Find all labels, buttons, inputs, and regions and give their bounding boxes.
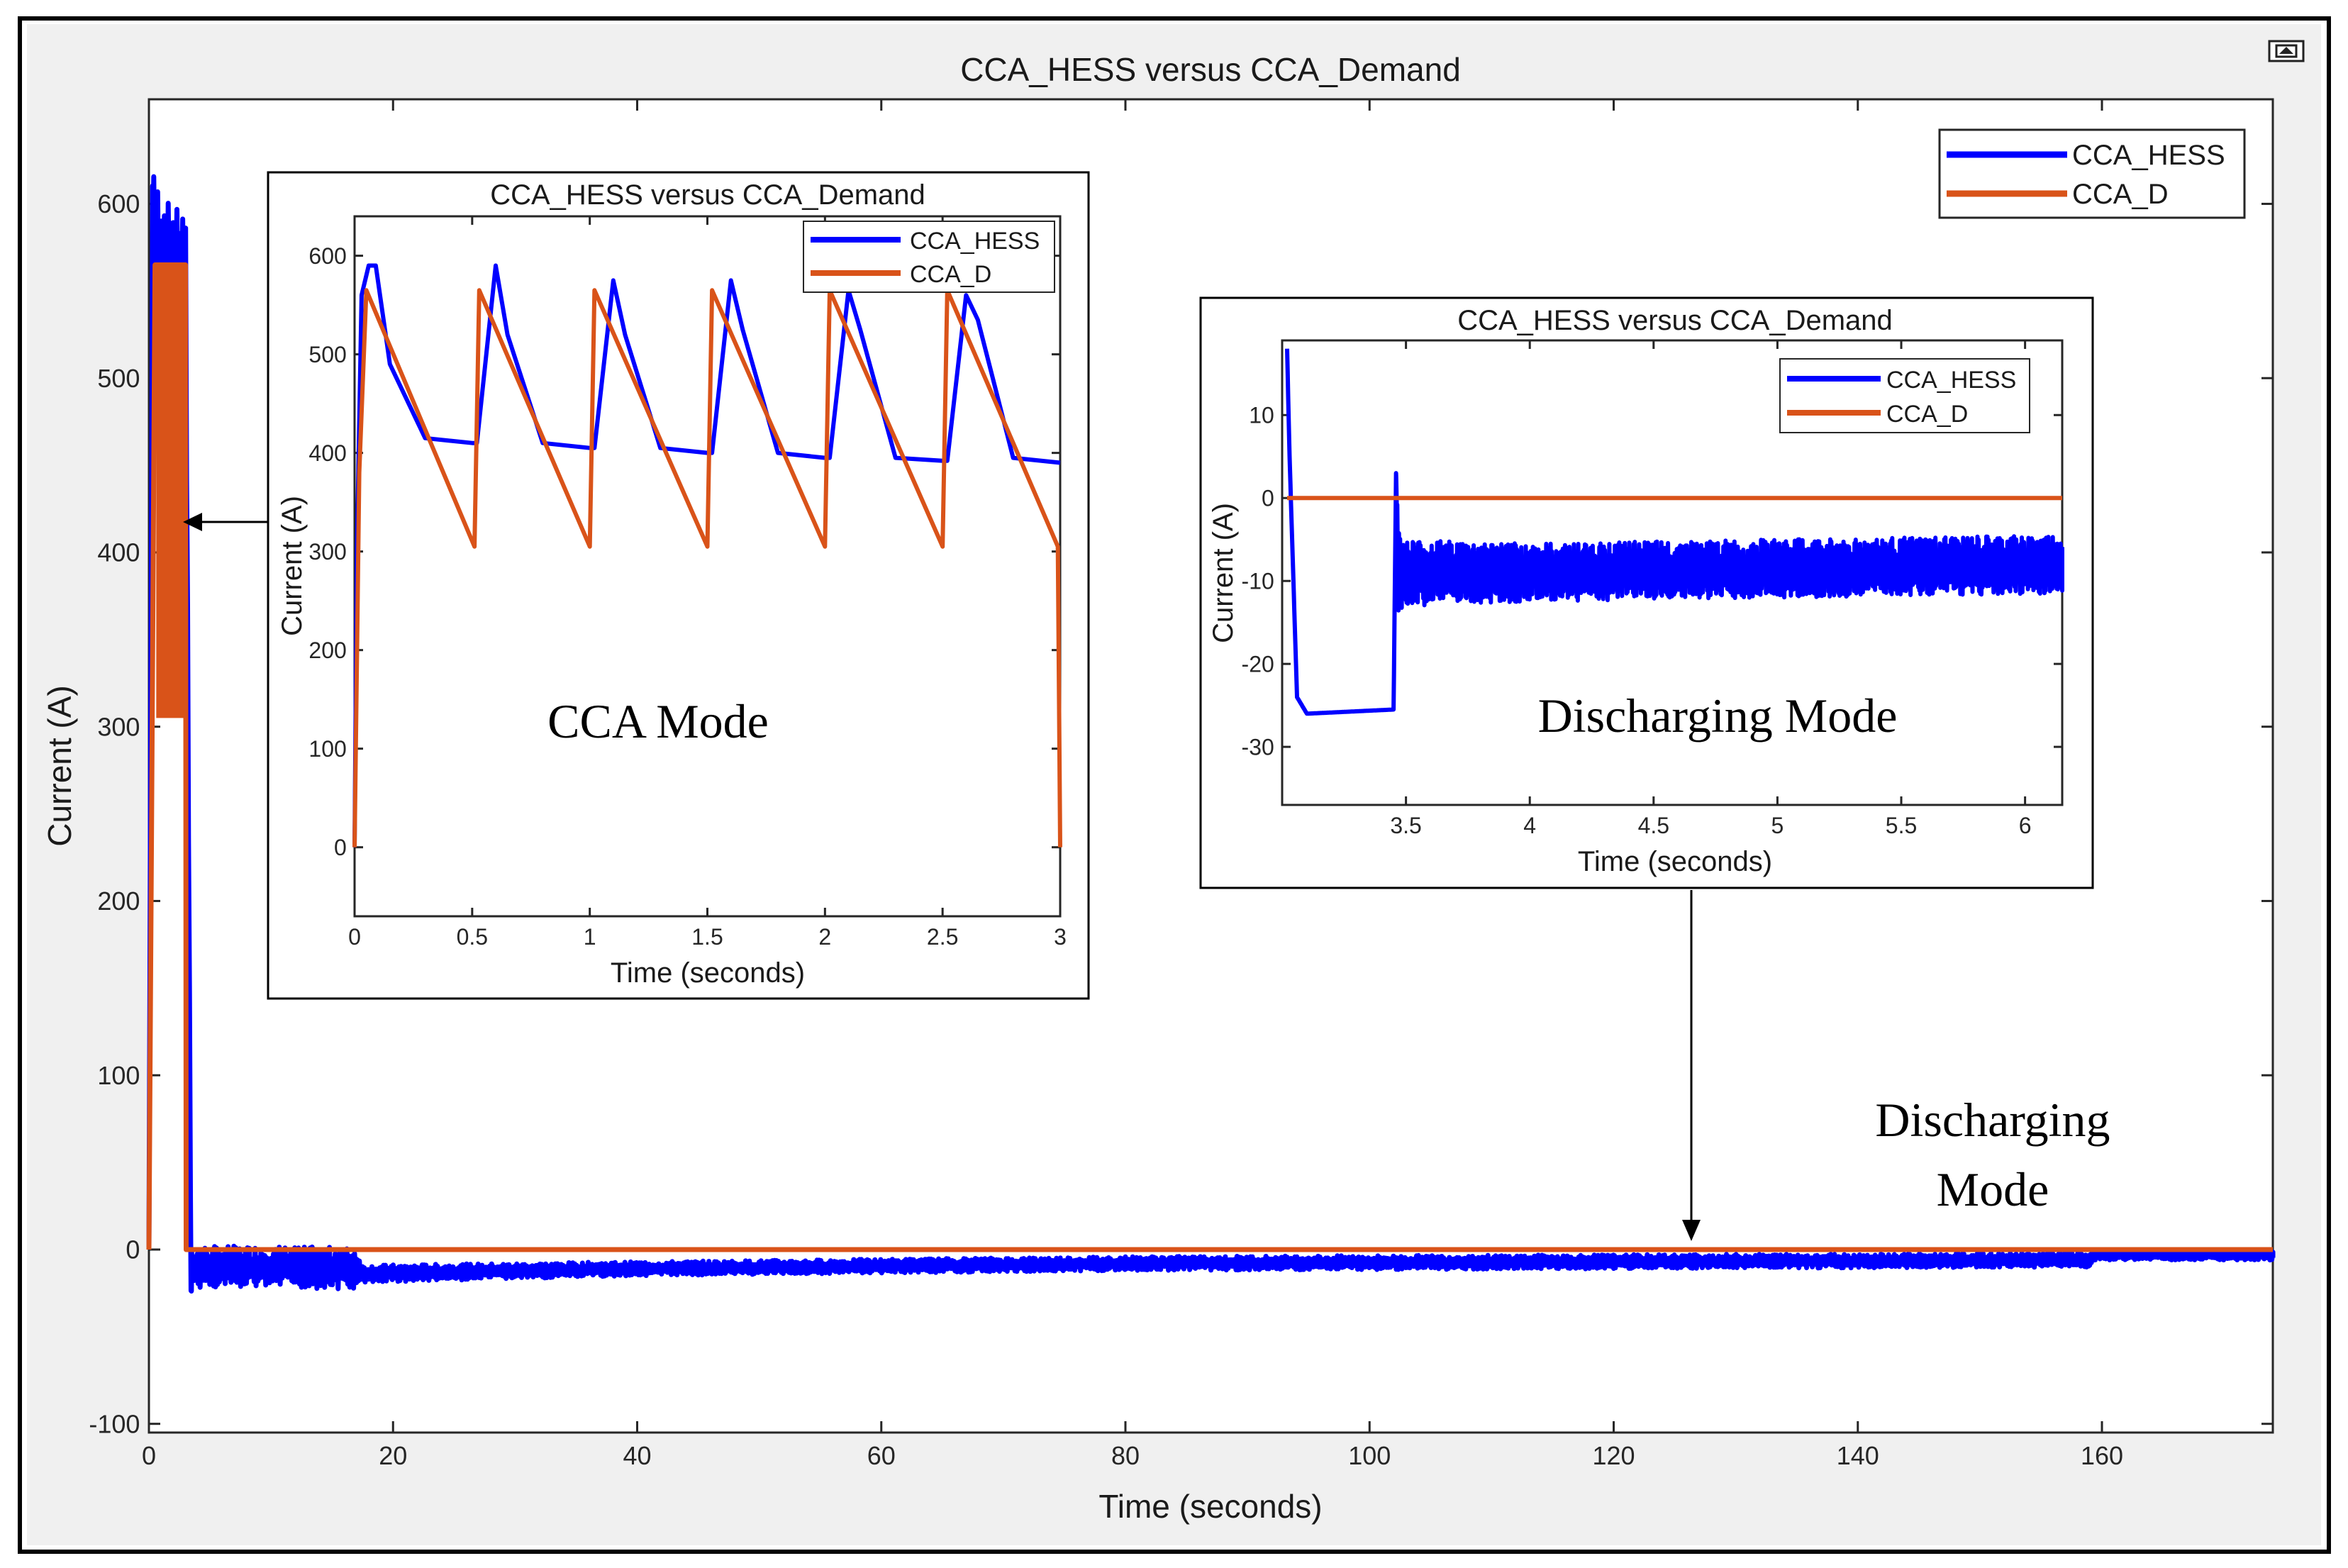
main-x-tick-label: 140 bbox=[1837, 1441, 1879, 1470]
inset-discharge-x-tick-label: 3.5 bbox=[1390, 813, 1421, 838]
inset-discharge-x-label: Time (seconds) bbox=[1578, 846, 1772, 877]
legend-demand-label: CCA_D bbox=[2072, 179, 2169, 210]
inset-discharge-y-tick-label: -30 bbox=[1242, 734, 1274, 760]
inset-cca-y-tick-label: 200 bbox=[308, 638, 346, 663]
main-x-tick-label: 160 bbox=[2081, 1441, 2123, 1470]
inset-cca-x-tick-label: 1.5 bbox=[691, 924, 723, 950]
discharge-arrow bbox=[1682, 890, 1701, 1241]
inset-cca-chart: CCA_HESS versus CCA_Demand Time (seconds… bbox=[267, 171, 1090, 1000]
svg-text:CCA_HESS: CCA_HESS bbox=[910, 228, 1040, 255]
inset-cca-demand-line bbox=[352, 288, 1062, 847]
inset-discharge-x-tick-label: 4 bbox=[1523, 813, 1536, 838]
inset-discharge-mode-label: Discharging Mode bbox=[1538, 689, 1898, 743]
inset-discharge-y-tick-label: -20 bbox=[1242, 651, 1274, 677]
main-demand-line bbox=[146, 262, 2273, 1252]
inset-cca-x-tick-label: 0.5 bbox=[457, 924, 488, 950]
inset-cca-x-label: Time (seconds) bbox=[611, 957, 805, 989]
inset-cca-y-label: Current (A) bbox=[277, 496, 308, 636]
inset-discharge-y-tick-label: 0 bbox=[1262, 485, 1274, 511]
main-legend: CCA_HESS CCA_D bbox=[1938, 128, 2246, 219]
inset-cca-y-tick-label: 100 bbox=[308, 736, 346, 762]
inset-cca-x-tick-label: 0 bbox=[348, 924, 361, 950]
main-x-tick-label: 0 bbox=[142, 1441, 156, 1470]
main-y-label: Current (A) bbox=[41, 685, 78, 846]
main-y-tick-label: -100 bbox=[89, 1409, 140, 1438]
discharge-annotation: Discharging Mode bbox=[1875, 1093, 2110, 1216]
inset-cca-x-tick-label: 2.5 bbox=[927, 924, 958, 950]
main-y-tick-label: 100 bbox=[97, 1061, 140, 1090]
inset-discharge-x-tick-label: 6 bbox=[2019, 813, 2032, 838]
main-x-label: Time (seconds) bbox=[1098, 1488, 1322, 1525]
main-hess-line bbox=[146, 174, 2276, 1294]
svg-text:Discharging: Discharging bbox=[1875, 1093, 2110, 1147]
inset-discharge-x-tick-label: 5 bbox=[1771, 813, 1784, 838]
inset-cca-x-tick-label: 2 bbox=[818, 924, 831, 950]
main-y-tick-label: 600 bbox=[97, 189, 140, 218]
main-x-tick-label: 40 bbox=[623, 1441, 651, 1470]
inset-cca-y-tick-label: 300 bbox=[308, 539, 346, 565]
cca-mode-arrow bbox=[183, 513, 268, 531]
inset-cca-y-tick-label: 600 bbox=[308, 243, 346, 269]
inset-cca-mode-label: CCA Mode bbox=[547, 694, 769, 748]
main-x-tick-label: 80 bbox=[1111, 1441, 1140, 1470]
inset-discharge-chart: CCA_HESS versus CCA_Demand Time (seconds… bbox=[1199, 296, 2094, 889]
main-y-tick-label: 300 bbox=[97, 712, 140, 741]
inset-cca-x-tick-label: 1 bbox=[584, 924, 596, 950]
inset-cca-legend: CCA_HESS CCA_D bbox=[803, 221, 1055, 293]
legend-hess-label: CCA_HESS bbox=[2072, 140, 2225, 171]
main-title: CCA_HESS versus CCA_Demand bbox=[960, 51, 1461, 88]
inset-cca-x-tick-label: 3 bbox=[1054, 924, 1067, 950]
inset-cca-plot-area bbox=[353, 215, 1062, 918]
inset-discharge-y-tick-label: 10 bbox=[1249, 402, 1274, 428]
main-x-tick-label: 120 bbox=[1592, 1441, 1635, 1470]
main-x-tick-label: 60 bbox=[867, 1441, 896, 1470]
svg-text:Mode: Mode bbox=[1937, 1162, 2049, 1216]
inset-cca-y-tick-label: 0 bbox=[334, 835, 347, 860]
main-y-tick-label: 200 bbox=[97, 886, 140, 916]
inset-discharge-legend: CCA_HESS CCA_D bbox=[1779, 358, 2030, 433]
inset-cca-hess-line bbox=[352, 263, 1061, 847]
inset-cca-title: CCA_HESS versus CCA_Demand bbox=[490, 179, 925, 211]
main-x-tick-label: 100 bbox=[1348, 1441, 1391, 1470]
main-y-tick-label: 0 bbox=[126, 1235, 140, 1264]
figure-restore-icon[interactable] bbox=[2268, 40, 2305, 62]
main-x-tick-label: 20 bbox=[379, 1441, 407, 1470]
svg-text:CCA_D: CCA_D bbox=[1886, 401, 1968, 428]
inset-cca-y-tick-label: 500 bbox=[308, 342, 346, 367]
svg-text:CCA_HESS: CCA_HESS bbox=[1886, 367, 2016, 394]
inset-discharge-title: CCA_HESS versus CCA_Demand bbox=[1457, 305, 1893, 336]
figure-border bbox=[18, 16, 2331, 1554]
main-demand-band bbox=[156, 265, 186, 718]
main-y-tick-label: 400 bbox=[97, 538, 140, 567]
inset-discharge-x-tick-label: 4.5 bbox=[1638, 813, 1669, 838]
inset-discharge-x-tick-label: 5.5 bbox=[1886, 813, 1917, 838]
inset-discharge-hess-line bbox=[1285, 348, 2064, 716]
inset-discharge-y-label: Current (A) bbox=[1208, 503, 1239, 643]
inset-cca-y-tick-label: 400 bbox=[308, 440, 346, 466]
main-y-tick-label: 500 bbox=[97, 364, 140, 393]
svg-text:CCA_D: CCA_D bbox=[910, 261, 991, 288]
inset-discharge-y-tick-label: -10 bbox=[1242, 568, 1274, 594]
